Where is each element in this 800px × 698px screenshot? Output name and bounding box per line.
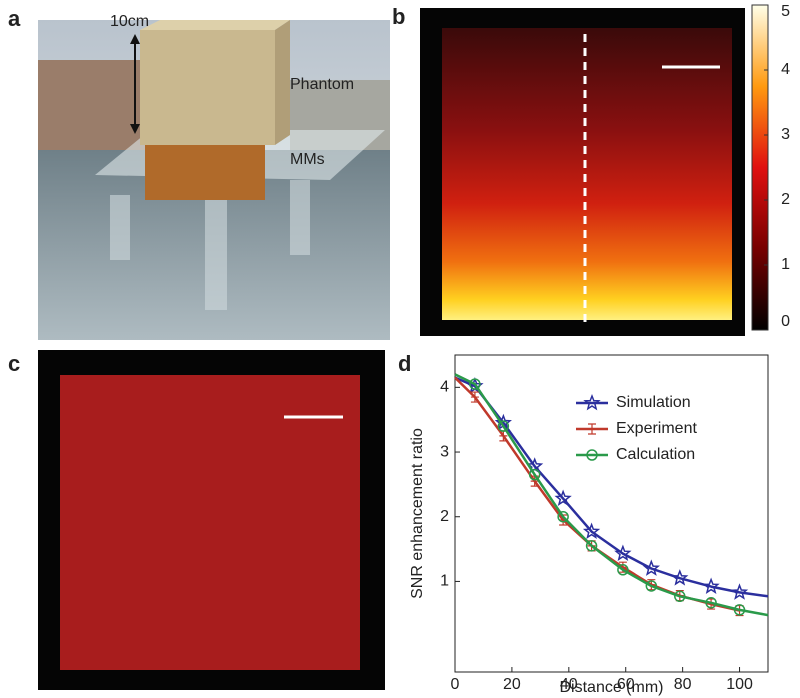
y-axis-label: SNR enhancement ratio bbox=[409, 428, 426, 599]
colorbar-tick-label: 0 bbox=[781, 313, 790, 330]
marker bbox=[730, 583, 749, 600]
colorbar-tick-label: 3 bbox=[781, 126, 790, 143]
marker bbox=[470, 391, 479, 403]
marker bbox=[528, 468, 541, 481]
marker bbox=[583, 393, 601, 411]
marker bbox=[618, 561, 627, 573]
marker bbox=[588, 423, 596, 435]
legend-label: Simulation bbox=[616, 394, 691, 411]
image bbox=[60, 375, 360, 670]
panel-label: c bbox=[8, 351, 20, 376]
panel-label: d bbox=[398, 351, 411, 376]
annotation: 10cm bbox=[110, 13, 149, 30]
y-tick-label: 3 bbox=[440, 443, 449, 460]
marker bbox=[469, 378, 481, 390]
legend-label: Experiment bbox=[616, 420, 697, 437]
panel-label: b bbox=[392, 4, 405, 29]
marker bbox=[586, 449, 598, 461]
y-tick-label: 4 bbox=[440, 379, 449, 396]
marker bbox=[702, 577, 720, 595]
marker bbox=[705, 597, 717, 609]
x-tick-label: 60 bbox=[617, 676, 635, 693]
marker bbox=[733, 604, 746, 616]
annotation: MMs bbox=[290, 151, 325, 168]
marker bbox=[614, 544, 632, 562]
marker bbox=[645, 580, 658, 592]
marker bbox=[497, 420, 510, 432]
colorbar-tick-label: 1 bbox=[781, 256, 790, 273]
marker bbox=[617, 564, 629, 576]
x-tick-label: 100 bbox=[726, 676, 753, 693]
y-tick-label: 2 bbox=[440, 508, 449, 525]
marker bbox=[642, 559, 661, 576]
marker bbox=[585, 540, 598, 552]
y-tick-label: 1 bbox=[440, 573, 449, 590]
panel-label: a bbox=[8, 6, 21, 31]
colorbar bbox=[751, 4, 769, 331]
legend-label: Calculation bbox=[616, 446, 695, 463]
x-tick-label: 80 bbox=[674, 676, 692, 693]
marker bbox=[557, 510, 569, 523]
photo bbox=[38, 20, 390, 340]
colorbar-tick-label: 5 bbox=[781, 3, 790, 20]
marker bbox=[671, 569, 689, 586]
colorbar-tick-label: 4 bbox=[781, 61, 790, 78]
x-axis-label: Distance (mm) bbox=[559, 679, 663, 696]
marker bbox=[554, 489, 572, 507]
colorbar-tick-label: 2 bbox=[781, 191, 790, 208]
x-tick-label: 20 bbox=[503, 676, 521, 693]
annotation: Phantom bbox=[290, 76, 354, 93]
series-line bbox=[454, 376, 769, 598]
heatmap bbox=[442, 28, 732, 320]
x-tick-label: 0 bbox=[451, 676, 460, 693]
marker bbox=[674, 590, 686, 603]
x-tick-label: 40 bbox=[560, 676, 578, 693]
marker bbox=[582, 522, 601, 540]
axes-frame bbox=[454, 354, 769, 673]
